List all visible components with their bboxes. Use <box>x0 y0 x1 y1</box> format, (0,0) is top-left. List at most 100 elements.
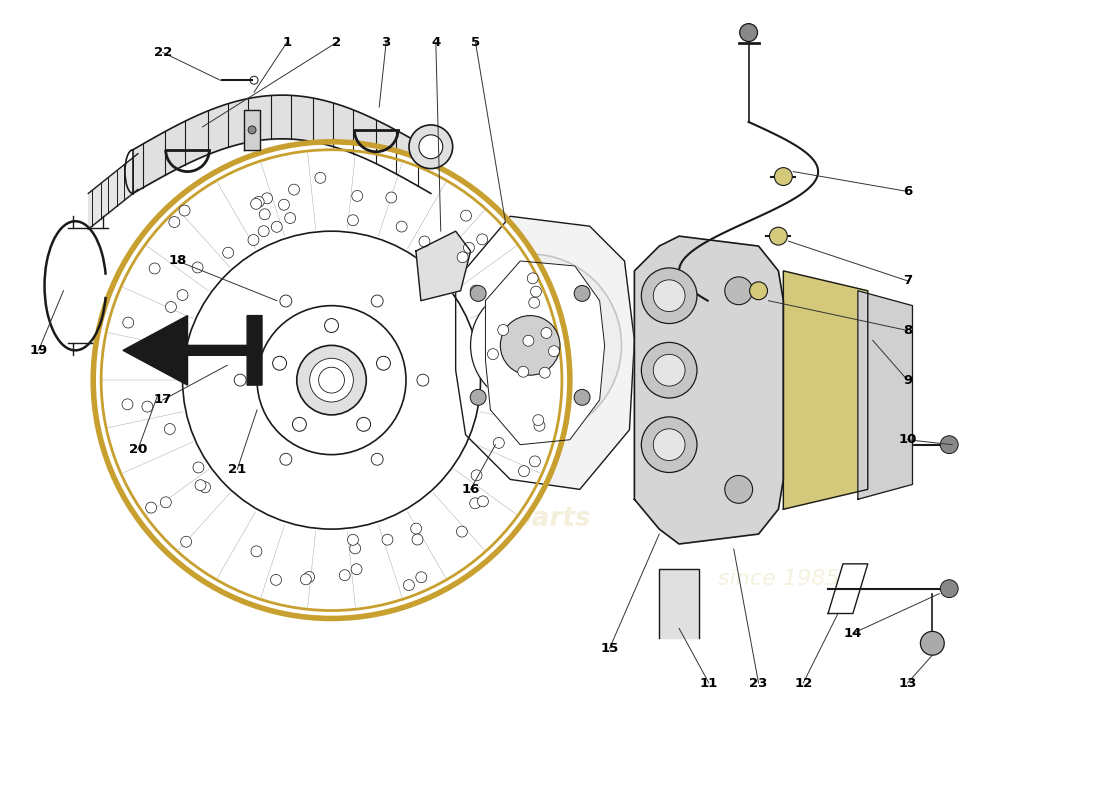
Text: 10: 10 <box>899 434 916 446</box>
Circle shape <box>463 242 474 254</box>
Circle shape <box>371 295 383 307</box>
Circle shape <box>179 205 190 216</box>
Circle shape <box>169 217 179 227</box>
Circle shape <box>253 196 264 207</box>
Circle shape <box>532 414 543 426</box>
Circle shape <box>177 290 188 301</box>
Circle shape <box>417 374 429 386</box>
Circle shape <box>251 198 262 210</box>
Text: 6: 6 <box>903 185 912 198</box>
Circle shape <box>272 222 283 232</box>
Circle shape <box>273 356 286 370</box>
Circle shape <box>653 429 685 461</box>
Circle shape <box>348 534 359 546</box>
Circle shape <box>123 317 134 328</box>
Text: 20: 20 <box>129 443 147 456</box>
Circle shape <box>574 286 590 302</box>
Circle shape <box>352 190 363 202</box>
Circle shape <box>248 234 258 246</box>
Circle shape <box>258 226 270 237</box>
Circle shape <box>304 571 315 582</box>
Text: 14: 14 <box>844 627 862 640</box>
Circle shape <box>471 470 482 481</box>
Circle shape <box>145 502 156 513</box>
Circle shape <box>487 349 498 359</box>
Circle shape <box>439 254 622 437</box>
Circle shape <box>409 125 453 169</box>
Text: 15: 15 <box>601 642 618 654</box>
Text: 21: 21 <box>228 463 246 476</box>
Text: 18: 18 <box>168 254 187 267</box>
Circle shape <box>749 282 768 300</box>
Circle shape <box>529 456 540 467</box>
Text: 7: 7 <box>903 274 912 287</box>
Circle shape <box>234 374 246 386</box>
Circle shape <box>940 436 958 454</box>
Circle shape <box>539 367 550 378</box>
Polygon shape <box>416 231 471 301</box>
Polygon shape <box>635 236 783 544</box>
Circle shape <box>257 306 406 454</box>
Circle shape <box>278 199 289 210</box>
Circle shape <box>497 325 508 335</box>
Circle shape <box>527 273 538 284</box>
Circle shape <box>529 298 540 308</box>
Circle shape <box>574 390 590 406</box>
Circle shape <box>940 580 958 598</box>
Circle shape <box>518 366 529 378</box>
Text: 3: 3 <box>382 36 390 49</box>
Circle shape <box>285 213 296 223</box>
Text: 9: 9 <box>903 374 912 386</box>
Circle shape <box>351 564 362 574</box>
Circle shape <box>279 454 292 466</box>
Circle shape <box>164 423 175 434</box>
Circle shape <box>150 263 161 274</box>
Circle shape <box>222 247 233 258</box>
Circle shape <box>293 418 307 431</box>
Circle shape <box>477 496 488 507</box>
Circle shape <box>456 526 468 537</box>
Circle shape <box>725 277 752 305</box>
Text: 17: 17 <box>154 394 172 406</box>
Circle shape <box>300 574 311 585</box>
Circle shape <box>494 438 504 448</box>
Circle shape <box>641 342 697 398</box>
Circle shape <box>356 418 371 431</box>
Circle shape <box>396 221 407 232</box>
Circle shape <box>921 631 944 655</box>
Circle shape <box>376 356 390 370</box>
Circle shape <box>461 210 472 221</box>
Circle shape <box>518 466 529 477</box>
Circle shape <box>339 570 350 581</box>
Text: 16: 16 <box>461 483 480 496</box>
Text: a passion for parts: a passion for parts <box>311 506 591 532</box>
Circle shape <box>142 401 153 412</box>
Circle shape <box>770 227 788 245</box>
Circle shape <box>199 482 210 493</box>
Circle shape <box>183 231 481 529</box>
Polygon shape <box>123 315 262 385</box>
Polygon shape <box>455 216 635 490</box>
Circle shape <box>350 543 361 554</box>
Circle shape <box>774 168 792 186</box>
Circle shape <box>419 135 442 158</box>
Circle shape <box>279 295 292 307</box>
Circle shape <box>192 262 204 273</box>
Text: 5: 5 <box>471 36 480 49</box>
Circle shape <box>530 286 541 297</box>
Circle shape <box>470 286 486 302</box>
Circle shape <box>471 286 590 405</box>
Text: eurocars: eurocars <box>277 391 564 448</box>
Circle shape <box>641 268 697 323</box>
Circle shape <box>180 536 191 547</box>
Circle shape <box>458 252 469 262</box>
Text: 4: 4 <box>431 36 440 49</box>
Circle shape <box>534 420 544 431</box>
Text: 13: 13 <box>899 677 916 690</box>
Circle shape <box>94 142 570 618</box>
Circle shape <box>310 358 353 402</box>
Circle shape <box>297 346 366 415</box>
Circle shape <box>404 580 415 590</box>
Polygon shape <box>858 290 913 499</box>
Circle shape <box>371 454 383 466</box>
